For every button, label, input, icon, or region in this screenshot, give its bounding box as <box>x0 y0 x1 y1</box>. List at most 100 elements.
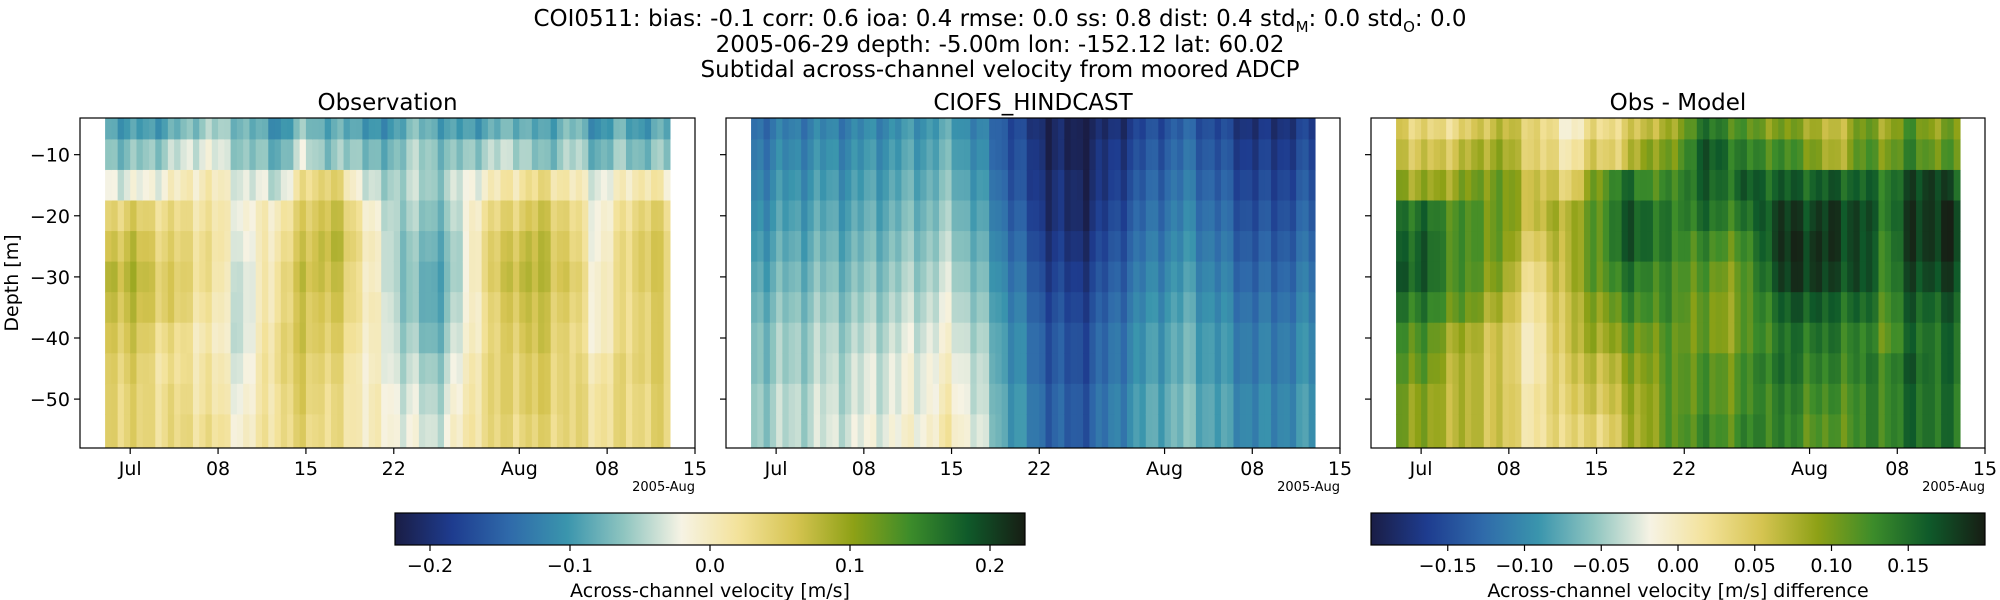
x-tick-label: Jul <box>1409 458 1433 480</box>
heatmap-cell <box>888 231 896 263</box>
heatmap-cell <box>1289 322 1297 354</box>
heatmap-cell <box>111 383 119 415</box>
heatmap-cell <box>1039 383 1047 415</box>
heatmap-cell <box>443 231 451 263</box>
heatmap-cell <box>412 231 420 263</box>
heatmap-cell <box>1227 353 1235 385</box>
heatmap-cell <box>651 414 658 448</box>
heatmap-cell <box>456 261 464 293</box>
heatmap-cell <box>161 383 169 415</box>
heatmap-cell <box>199 200 207 232</box>
heatmap-cell <box>1045 414 1053 448</box>
heatmap-cell <box>519 292 527 324</box>
heatmap-cell <box>1897 292 1905 324</box>
heatmap-cell <box>1828 139 1836 171</box>
heatmap-cell <box>1414 231 1422 263</box>
heatmap-cell <box>776 414 783 448</box>
heatmap-cell <box>1715 169 1723 202</box>
heatmap-cell <box>1258 118 1266 140</box>
heatmap-cell <box>982 200 990 232</box>
heatmap-cell <box>406 139 414 171</box>
heatmap-cell <box>337 139 345 171</box>
heatmap-cell <box>412 353 420 385</box>
heatmap-cell <box>600 169 608 202</box>
heatmap-cell <box>1101 118 1109 140</box>
heatmap-cell <box>368 118 376 140</box>
heatmap-cell <box>425 169 433 202</box>
heatmap-cell <box>863 414 871 448</box>
heatmap-cell <box>1139 200 1147 232</box>
heatmap-cell <box>1797 414 1804 448</box>
heatmap-cell <box>569 353 577 385</box>
heatmap-cell <box>425 200 433 232</box>
heatmap-cell <box>312 261 320 293</box>
heatmap-cell <box>663 231 671 263</box>
heatmap-cell <box>1540 383 1548 415</box>
heatmap-cell <box>913 200 921 232</box>
heatmap-cell <box>1039 200 1047 232</box>
heatmap-cell <box>261 231 269 263</box>
heatmap-cell <box>1696 200 1704 232</box>
heatmap-cell <box>895 200 903 232</box>
heatmap-cell <box>123 139 131 171</box>
heatmap-cell <box>1233 261 1241 293</box>
heatmap-cell <box>1584 118 1591 140</box>
axes-frame <box>725 117 1341 449</box>
heatmap-cell <box>236 139 244 171</box>
heatmap-cell <box>1696 322 1704 354</box>
heatmap-cell <box>117 231 125 263</box>
heatmap-cell <box>249 231 257 263</box>
heatmap-cell <box>1033 118 1040 140</box>
heatmap-cell <box>976 322 984 354</box>
heatmap-cell <box>1133 231 1141 263</box>
heatmap-cell <box>425 139 433 171</box>
heatmap-cell <box>387 169 395 202</box>
heatmap-cell <box>1822 322 1829 354</box>
heatmap-cell <box>1615 353 1623 385</box>
heatmap-cell <box>1452 353 1460 385</box>
heatmap-cell <box>1126 414 1134 448</box>
heatmap-cell <box>1778 414 1786 448</box>
heatmap-cell <box>882 322 890 354</box>
heatmap-cell <box>1289 139 1297 171</box>
heatmap-cell <box>1020 139 1028 171</box>
heatmap-cell <box>657 353 665 385</box>
heatmap-cell <box>1540 353 1548 385</box>
heatmap-cell <box>1540 169 1548 202</box>
heatmap-cell <box>663 383 671 415</box>
heatmap-cell <box>1934 118 1942 140</box>
heatmap-cell <box>1753 322 1761 354</box>
heatmap-cell <box>230 353 238 385</box>
heatmap-cell <box>1214 261 1222 293</box>
heatmap-cell <box>926 231 934 263</box>
heatmap-cell <box>569 169 577 202</box>
heatmap-cell <box>1533 261 1541 293</box>
heatmap-cell <box>1784 200 1792 232</box>
heatmap-cell <box>556 118 564 140</box>
heatmap-cell <box>1396 383 1403 415</box>
heatmap-cell <box>280 118 288 140</box>
heatmap-cell <box>857 292 865 324</box>
heatmap-cell <box>544 139 552 171</box>
heatmap-cell <box>1189 292 1197 324</box>
heatmap-cell <box>1634 118 1642 140</box>
heatmap-cell <box>819 231 827 263</box>
heatmap-cell <box>1621 292 1629 324</box>
heatmap-cell <box>1909 261 1917 293</box>
heatmap-cell <box>1233 118 1241 140</box>
heatmap-cell <box>1765 231 1773 263</box>
heatmap-cell <box>1571 383 1579 415</box>
heatmap-cell <box>1916 200 1923 232</box>
heatmap-cell <box>607 353 615 385</box>
heatmap-cell <box>838 292 846 324</box>
heatmap-cell <box>475 169 483 202</box>
heatmap-cell <box>1584 353 1591 385</box>
heatmap-cell <box>243 139 251 171</box>
heatmap-cell <box>174 261 182 293</box>
heatmap-cell <box>550 139 558 171</box>
heatmap-cell <box>506 231 514 263</box>
heatmap-cell <box>1471 200 1479 232</box>
heatmap-cell <box>1627 414 1635 448</box>
heatmap-cell <box>506 414 514 448</box>
heatmap-cell <box>500 383 508 415</box>
